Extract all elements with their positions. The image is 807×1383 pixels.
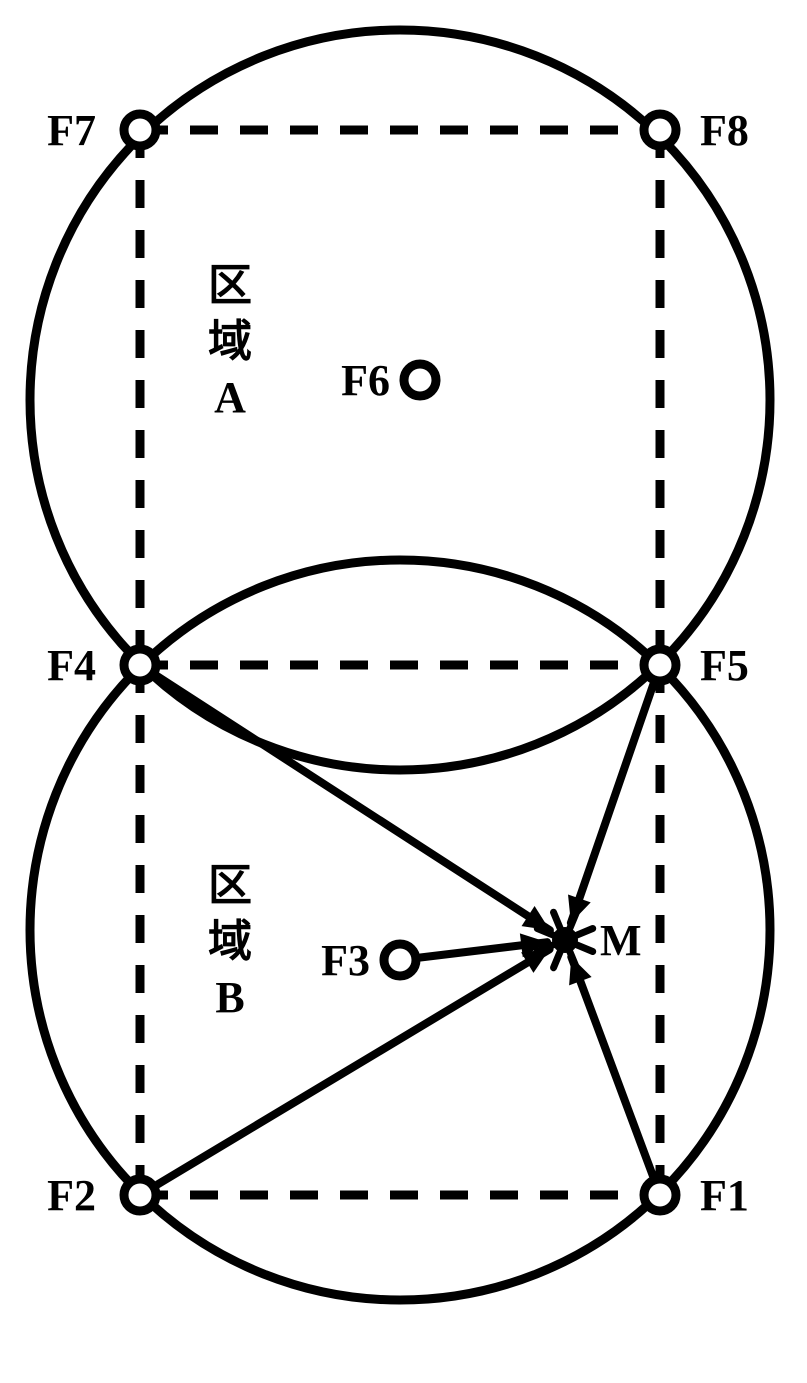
node-label-F6: F6 (341, 356, 390, 405)
node-label-F7: F7 (47, 106, 96, 155)
region-label-B-2: B (215, 973, 244, 1022)
node-label-F4: F4 (47, 641, 96, 690)
node-label-F8: F8 (700, 106, 749, 155)
region-label-A-0: 区 (208, 261, 252, 310)
node-label-F1: F1 (700, 1171, 749, 1220)
node-F6 (404, 364, 436, 396)
node-F8 (644, 114, 676, 146)
region-label-B-1: 域 (208, 917, 252, 966)
node-F7 (124, 114, 156, 146)
node-F3 (384, 944, 416, 976)
node-F2 (124, 1179, 156, 1211)
region-label-A-2: A (214, 373, 246, 422)
node-label-F3: F3 (321, 936, 370, 985)
node-F4 (124, 649, 156, 681)
node-label-F2: F2 (47, 1171, 96, 1220)
target-label: M (600, 916, 642, 965)
node-label-F5: F5 (700, 641, 749, 690)
arrow-line (571, 957, 653, 1176)
region-label-B-0: 区 (208, 861, 252, 910)
region-label-A-1: 域 (208, 317, 252, 366)
node-F5 (644, 649, 676, 681)
node-F1 (644, 1179, 676, 1211)
